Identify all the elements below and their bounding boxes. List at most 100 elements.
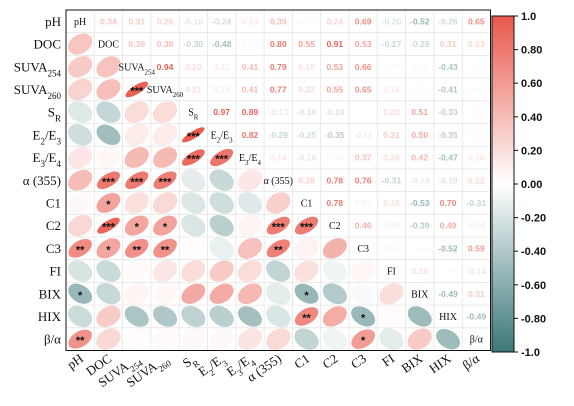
matrix-cell [405,78,434,101]
correlation-value-label: 0.59 [468,243,485,253]
matrix-cell [349,214,378,237]
correlation-value-label: -0.48 [212,39,232,49]
matrix-cell [462,259,491,283]
matrix-cell [264,123,293,147]
correlation-ellipse [266,260,291,282]
x-tick-label: C3 [348,351,369,372]
correlation-ellipse [237,328,263,350]
matrix-cell [405,100,434,124]
correlation-value-label: 0.78 [326,175,343,185]
matrix-cell [292,78,321,101]
matrix-cell [433,214,463,237]
matrix-cell [377,259,406,283]
significance-marker: * [361,312,366,324]
correlation-value-label: -0.19 [438,175,458,185]
correlation-ellipse [96,238,121,259]
matrix-cell [349,10,378,33]
matrix-cell [462,32,491,56]
significance-marker: *** [159,176,173,188]
significance-marker: *** [187,131,201,143]
matrix-cell [377,168,406,192]
diagonal-label: FI [387,267,396,278]
matrix-cell [433,237,463,260]
matrix-cell [349,100,378,124]
correlation-value-label: 0.42 [411,153,428,163]
correlation-value-label: -0.13 [268,107,288,117]
correlation-value-label: 0.26 [157,16,174,26]
x-tick-label: FI [379,351,397,370]
correlation-ellipse [152,260,178,282]
diagonal-label: C1 [301,198,313,209]
correlation-value-label: 0.79 [270,62,287,72]
correlation-value-label: 0.39 [270,16,287,26]
matrix-cell [405,32,434,56]
matrix-cell [462,55,491,79]
colorbar-tick-label: -0.40 [521,246,546,258]
matrix-cell [377,10,406,33]
correlation-ellipse [96,146,121,169]
diagonal-label: HIX [439,312,458,323]
correlation-value-label: 0.94 [157,62,174,72]
correlation-ellipse [181,237,206,260]
matrix-cell [235,32,265,56]
matrix-cell [320,100,349,124]
matrix-cell [320,191,349,215]
matrix-cell [207,32,236,56]
significance-marker: * [106,199,111,211]
y-tick-label: β/α [44,332,61,347]
correlation-value-label: 0.41 [242,62,259,72]
matrix-cell [320,10,349,33]
matrix-cell [235,78,265,101]
correlation-value-label: -0.27 [382,39,402,49]
correlation-ellipse [209,192,234,214]
matrix-cell [264,32,293,56]
significance-marker: ** [161,244,170,256]
correlation-ellipse [436,328,461,350]
diagonal-label: SR [188,108,199,122]
matrix-cell [433,146,463,169]
correlation-ellipse [351,329,376,349]
correlation-ellipse [96,78,121,100]
correlation-value-label: 0.20 [185,62,202,72]
correlation-ellipse [96,192,121,213]
correlation-ellipse [152,306,178,327]
x-tick-label: HIX [426,350,454,376]
correlation-value-label: 0.21 [185,84,202,94]
significance-marker: * [106,244,111,256]
matrix-cell [264,10,293,33]
matrix-cell [349,146,378,169]
correlation-ellipse [182,127,205,143]
correlation-ellipse [350,260,376,282]
matrix-cell [349,168,378,192]
colorbar-tick-label: -0.60 [521,280,546,292]
matrix-cell [433,78,463,101]
correlation-ellipse [209,283,234,304]
diagonal-label: β/α [470,335,484,346]
significance-marker: *** [130,85,144,97]
x-tick-label: C2 [320,351,341,372]
correlation-ellipse [96,124,121,146]
correlation-ellipse [181,328,206,351]
correlation-ellipse [266,216,290,235]
diagonal-label: α (355) [264,176,293,187]
significance-marker: ** [76,244,85,256]
correlation-value-label: 0.05 [411,84,428,94]
correlation-value-label: 0.91 [326,39,343,49]
matrix-cell [433,191,463,215]
matrix-cell [235,10,265,33]
matrix-cell [292,191,321,215]
correlation-value-label: 0.04 [468,107,485,117]
correlation-value-label: -0.41 [438,84,458,94]
correlation-ellipse [124,238,149,258]
correlation-value-label: 0.24 [326,16,343,26]
matrix-cell [377,123,406,147]
correlation-value-label: 0.07 [355,198,372,208]
matrix-cell [349,123,378,147]
correlation-value-label: 0.14 [383,84,400,94]
colorbar-tick-label: 1.0 [521,11,536,23]
matrix-cell [377,32,406,56]
correlation-ellipse [209,237,234,260]
correlation-value-label: -0.39 [410,221,430,231]
